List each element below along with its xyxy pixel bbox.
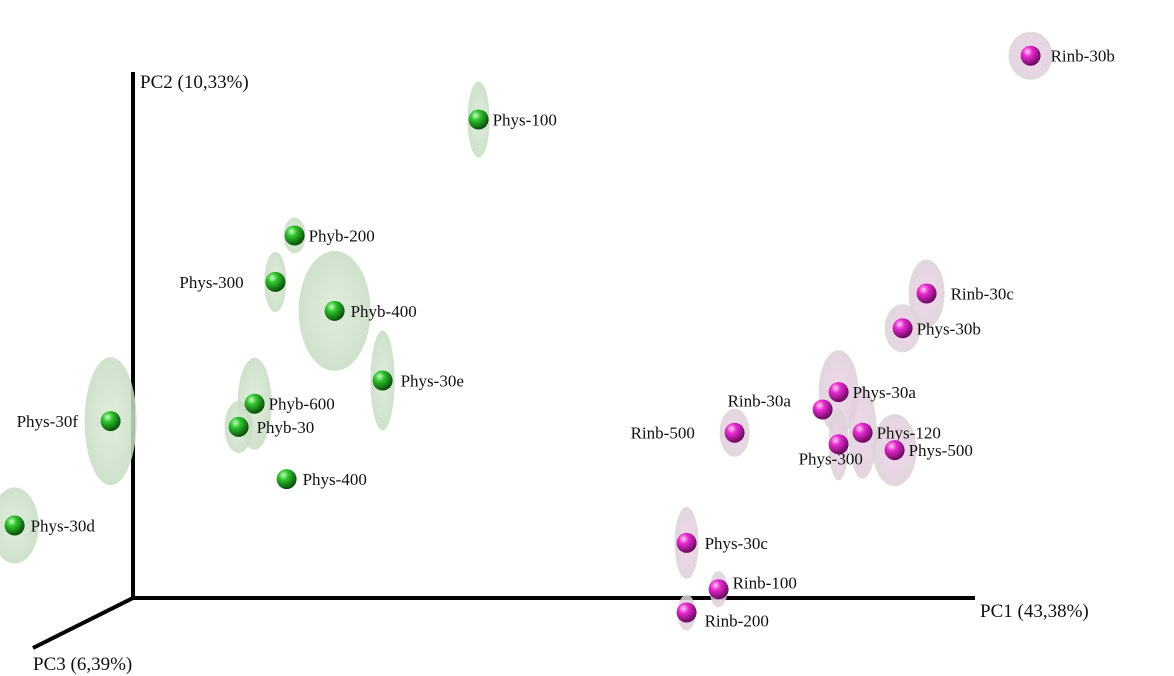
data-point-marker — [324, 300, 345, 321]
data-point-marker — [228, 416, 249, 437]
data-point-label: Phys-300 — [179, 273, 243, 292]
data-point: Phyb-400 — [324, 300, 417, 321]
data-point: Phys-300 — [799, 434, 863, 468]
data-point-label: Phyb-200 — [309, 227, 375, 246]
data-point-label: Phyb-400 — [351, 302, 417, 321]
data-point-label: Rinb-100 — [733, 573, 797, 592]
pc2-axis-label: PC2 (10,33%) — [140, 72, 249, 93]
data-point: Phys-30b — [892, 318, 981, 339]
data-point-label: Phyb-30 — [257, 418, 315, 437]
data-point-marker — [828, 382, 849, 403]
data-point: Rinb-200 — [676, 602, 769, 631]
data-point-label: Phys-500 — [909, 441, 973, 460]
data-point-marker — [1020, 45, 1041, 66]
data-point-marker — [244, 393, 265, 414]
data-point-label: Phys-30e — [401, 372, 464, 391]
data-point: Phys-30f — [17, 411, 121, 432]
data-point-label: Phyb-600 — [269, 395, 335, 414]
data-point-marker — [265, 271, 286, 292]
pc1-axis-label: PC1 (43,38%) — [980, 601, 1089, 622]
data-point-marker — [676, 602, 697, 623]
data-point-label: Rinb-500 — [631, 424, 695, 443]
data-point-marker — [468, 109, 489, 130]
data-point-marker — [852, 422, 873, 443]
data-points: Phys-100 Phyb-200 Phys-300 Phyb-400 Phys-30e… — [4, 45, 1115, 631]
data-point-marker — [828, 434, 849, 455]
data-point-marker — [676, 532, 697, 553]
data-point: Rinb-30c — [916, 283, 1015, 304]
data-point-label: Rinb-200 — [705, 612, 769, 631]
data-point-marker — [916, 283, 937, 304]
data-point-marker — [276, 469, 297, 490]
data-point-marker — [812, 399, 833, 420]
data-point-label: Phys-30b — [917, 319, 981, 338]
data-point: Phyb-600 — [244, 393, 335, 414]
data-point: Phyb-30 — [228, 416, 315, 437]
data-point: Rinb-100 — [708, 573, 797, 600]
data-point-marker — [4, 515, 25, 536]
axes: PC1 (43,38%) PC2 (10,33%) PC3 (6,39%) — [32, 72, 1089, 675]
data-point: Phys-30e — [372, 370, 464, 391]
data-point: Phyb-200 — [284, 225, 375, 246]
data-point: Phys-100 — [468, 109, 557, 130]
data-point: Rinb-30a — [728, 392, 833, 420]
data-point-label: Phys-30c — [705, 534, 769, 553]
data-point: Phys-500 — [884, 440, 973, 461]
data-point-marker — [724, 422, 745, 443]
data-point: Phys-400 — [276, 469, 367, 490]
data-point-label: Phys-30f — [17, 412, 79, 431]
data-point-label: Phys-400 — [303, 470, 367, 489]
pc3-axis-label: PC3 (6,39%) — [33, 654, 132, 675]
data-point-label: Phys-30a — [853, 383, 917, 402]
data-point: Phys-30c — [676, 532, 769, 553]
data-point: Phys-120 — [852, 422, 941, 443]
data-point-label: Phys-100 — [493, 111, 557, 130]
data-point-marker — [284, 225, 305, 246]
data-point: Phys-300 — [179, 271, 286, 292]
data-point-label: Rinb-30c — [951, 285, 1015, 304]
data-point-label: Phys-120 — [877, 424, 941, 443]
data-point-marker — [372, 370, 393, 391]
data-point-marker — [100, 411, 121, 432]
data-point-marker — [708, 579, 729, 600]
data-point-label: Rinb-30b — [1051, 47, 1115, 66]
data-point-marker — [884, 440, 905, 461]
data-point-label: Rinb-30a — [728, 392, 792, 411]
data-point-label: Phys-300 — [799, 449, 863, 468]
data-point: Phys-30d — [4, 515, 96, 536]
data-point-marker — [892, 318, 913, 339]
data-point: Phys-30a — [828, 382, 917, 403]
pc3-axis-line — [32, 596, 134, 650]
data-point-label: Phys-30d — [31, 517, 96, 536]
data-point: Rinb-500 — [631, 422, 745, 443]
data-point: Rinb-30b — [1020, 45, 1115, 66]
